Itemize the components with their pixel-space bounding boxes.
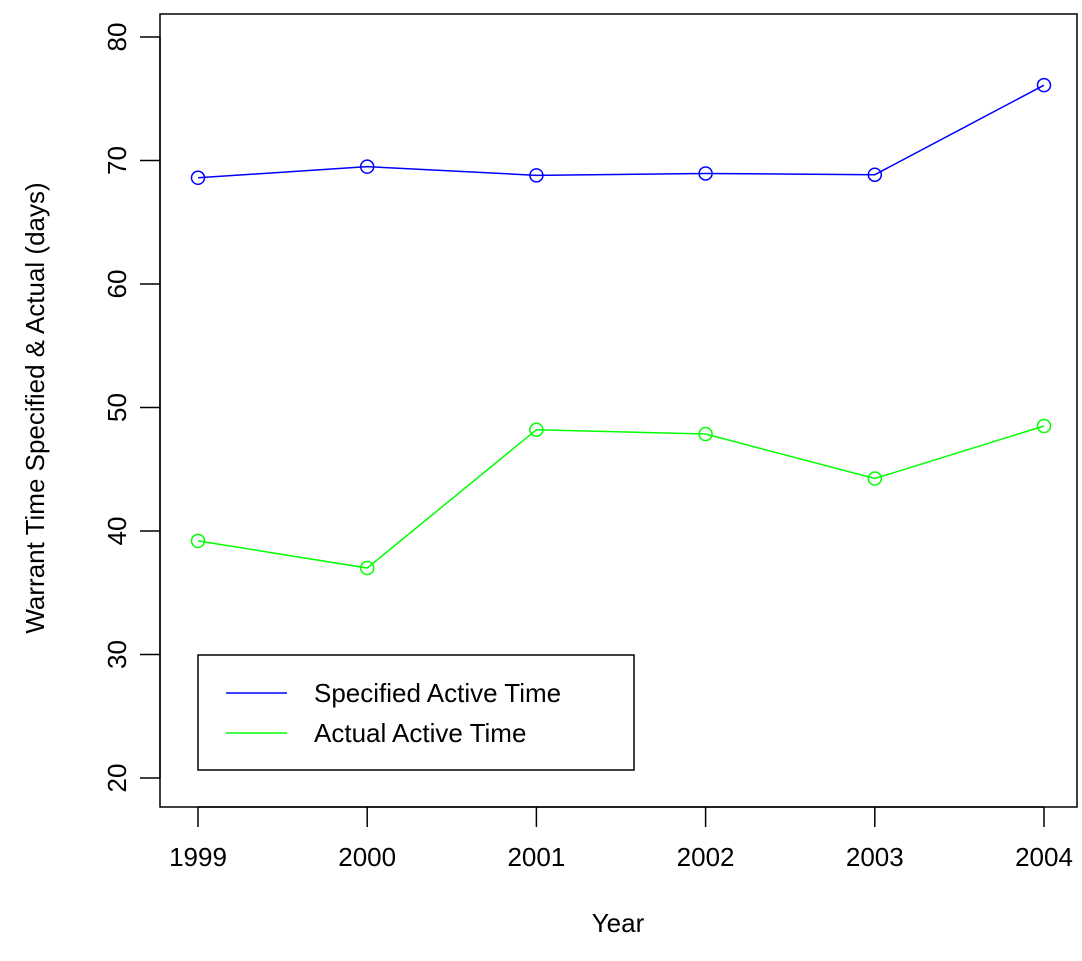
- series-line-specified-active-time: [197, 84, 1045, 179]
- data-point-actual-active-time-2002: [698, 426, 713, 442]
- series-specified-active-time: [190, 77, 1052, 186]
- y-axis: 20 30 40 50 60 70 80: [102, 23, 161, 793]
- x-tick-label-2002: 2002: [677, 842, 735, 872]
- data-point-specified-active-time-2002: [698, 166, 713, 181]
- data-point-specified-active-time-2004: [1036, 77, 1052, 93]
- x-tick-label-2001: 2001: [507, 842, 565, 872]
- series-line-actual-active-time: [197, 425, 1045, 569]
- x-tick-label-1999: 1999: [169, 842, 227, 872]
- y-tick-label-50: 50: [102, 393, 132, 422]
- x-axis: 1999 2000 2001 2002 2003 2004: [169, 806, 1073, 872]
- legend-label-actual-active-time: Actual Active Time: [314, 718, 526, 748]
- series-actual-active-time: [190, 418, 1052, 576]
- x-tick-label-2000: 2000: [338, 842, 396, 872]
- legend-box: [197, 654, 635, 771]
- legend-label-specified-active-time: Specified Active Time: [314, 678, 561, 708]
- y-tick-label-20: 20: [102, 764, 132, 793]
- y-axis-title: Warrant Time Specified & Actual (days): [20, 182, 50, 633]
- y-tick-label-60: 60: [102, 270, 132, 299]
- data-point-specified-active-time-1999: [190, 170, 206, 186]
- data-point-actual-active-time-2000: [359, 560, 375, 576]
- y-tick-label-70: 70: [102, 146, 132, 175]
- data-point-specified-active-time-2000: [359, 159, 375, 174]
- y-tick-label-80: 80: [102, 23, 132, 52]
- x-tick-label-2004: 2004: [1015, 842, 1073, 872]
- y-tick-label-40: 40: [102, 517, 132, 546]
- y-tick-label-30: 30: [102, 640, 132, 669]
- data-point-actual-active-time-2004: [1036, 418, 1052, 434]
- x-tick-label-2003: 2003: [846, 842, 904, 872]
- legend: Specified Active Time Actual Active Time: [197, 654, 635, 771]
- data-point-actual-active-time-1999: [190, 533, 206, 549]
- series-layer: [190, 77, 1052, 576]
- data-point-specified-active-time-2001: [529, 168, 544, 183]
- x-axis-title: Year: [592, 908, 645, 938]
- data-point-specified-active-time-2003: [867, 167, 883, 182]
- data-point-actual-active-time-2001: [529, 422, 544, 437]
- data-point-actual-active-time-2003: [867, 471, 883, 486]
